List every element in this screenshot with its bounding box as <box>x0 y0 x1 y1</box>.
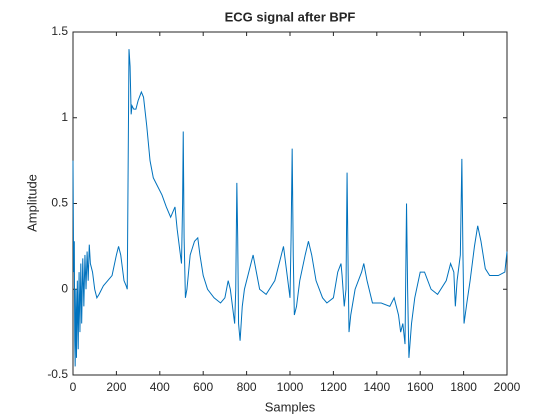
x-tick-label: 200 <box>106 380 126 394</box>
x-tick-label: 1800 <box>450 380 477 394</box>
x-tick-label: 800 <box>237 380 257 394</box>
y-tick-label: 0.5 <box>51 196 68 210</box>
signal-line <box>72 49 508 367</box>
x-tick-label: 0 <box>70 380 77 394</box>
x-tick-label: 1600 <box>407 380 434 394</box>
x-tick-label: 1200 <box>320 380 347 394</box>
x-tick-label: 600 <box>193 380 213 394</box>
y-axis-label: Amplitude <box>24 174 39 232</box>
x-tick-label: 1000 <box>277 380 304 394</box>
y-tick-label: 0 <box>61 281 68 295</box>
y-tick-label: -0.5 <box>47 367 68 381</box>
chart-title: ECG signal after BPF <box>225 9 356 24</box>
x-tick-label: 1400 <box>363 380 390 394</box>
x-tick-label: 400 <box>150 380 170 394</box>
x-tick-label: 2000 <box>494 380 521 394</box>
y-tick-label: 1.5 <box>51 24 68 38</box>
y-tick-label: 1 <box>61 110 68 124</box>
axes-box <box>72 31 508 376</box>
x-axis-label: Samples <box>265 399 316 414</box>
